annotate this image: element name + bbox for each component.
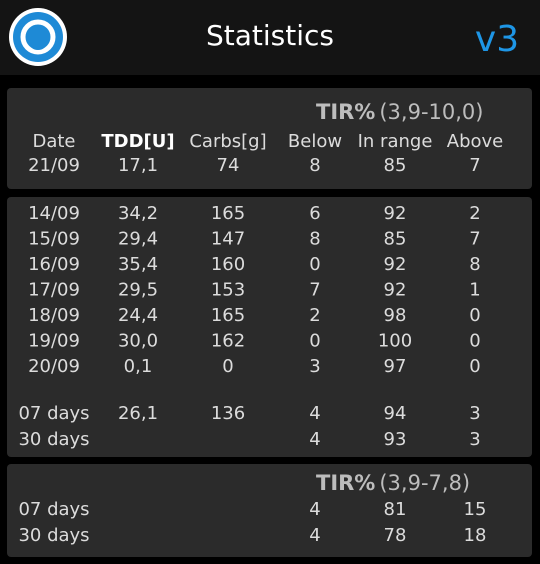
cell-above: 7: [469, 229, 480, 250]
today-panel: [7, 88, 532, 189]
cell-carbs: 160: [211, 254, 245, 275]
cell-in-range: 92: [384, 254, 407, 275]
cell-carbs: 0: [222, 356, 233, 377]
tir-range: (3,9-10,0): [379, 100, 483, 124]
cell-tdd: 17,1: [118, 155, 158, 176]
cell-date: 07 days: [18, 499, 89, 520]
cell-date: 14/09: [28, 203, 80, 224]
cell-above: 7: [469, 155, 480, 176]
cell-date: 16/09: [28, 254, 80, 275]
cell-date: 18/09: [28, 305, 80, 326]
cell-date: 17/09: [28, 280, 80, 301]
cell-in-range: 98: [384, 305, 407, 326]
cell-below: 7: [309, 280, 320, 301]
tir-range: (3,9-7,8): [379, 471, 470, 495]
cell-date: 20/09: [28, 356, 80, 377]
column-header: Below: [288, 131, 342, 152]
cell-above: 18: [464, 525, 487, 546]
cell-below: 2: [309, 305, 320, 326]
cell-carbs: 162: [211, 331, 245, 352]
column-header: Date: [32, 131, 75, 152]
cell-tdd: 29,5: [118, 280, 158, 301]
cell-below: 6: [309, 203, 320, 224]
cell-carbs: 165: [211, 305, 245, 326]
cell-below: 0: [309, 254, 320, 275]
cell-in-range: 85: [384, 155, 407, 176]
tight-panel: [7, 464, 532, 557]
cell-tdd: 26,1: [118, 403, 158, 424]
cell-above: 0: [469, 356, 480, 377]
cell-below: 4: [309, 525, 320, 546]
cell-above: 3: [469, 429, 480, 450]
app-logo[interactable]: [9, 8, 67, 66]
cell-date: 15/09: [28, 229, 80, 250]
cell-in-range: 81: [384, 499, 407, 520]
cell-date: 19/09: [28, 331, 80, 352]
cell-in-range: 93: [384, 429, 407, 450]
cell-in-range: 92: [384, 280, 407, 301]
cell-date: 21/09: [28, 155, 80, 176]
cell-above: 8: [469, 254, 480, 275]
cell-above: 2: [469, 203, 480, 224]
cell-tdd: 30,0: [118, 331, 158, 352]
cell-date: 30 days: [18, 429, 89, 450]
column-header: In range: [358, 131, 433, 152]
cell-above: 3: [469, 403, 480, 424]
cell-carbs: 153: [211, 280, 245, 301]
top-bar: [0, 0, 540, 75]
cell-below: 4: [309, 429, 320, 450]
days-panel: [7, 197, 532, 457]
cell-date: 07 days: [18, 403, 89, 424]
tir-title: TIR%: [316, 471, 375, 495]
version: v3: [475, 19, 519, 60]
cell-carbs: 165: [211, 203, 245, 224]
cell-in-range: 85: [384, 229, 407, 250]
column-header: Carbs[g]: [189, 131, 266, 152]
cell-below: 4: [309, 403, 320, 424]
tir-title: TIR%: [316, 100, 375, 124]
column-header: TDD[U]: [101, 131, 174, 152]
cell-above: 15: [464, 499, 487, 520]
cell-carbs: 147: [211, 229, 245, 250]
cell-tdd: 0,1: [124, 356, 153, 377]
cell-in-range: 97: [384, 356, 407, 377]
cell-in-range: 78: [384, 525, 407, 546]
cell-above: 0: [469, 331, 480, 352]
cell-above: 0: [469, 305, 480, 326]
cell-below: 3: [309, 356, 320, 377]
cell-in-range: 94: [384, 403, 407, 424]
cell-above: 1: [469, 280, 480, 301]
cell-in-range: 92: [384, 203, 407, 224]
cell-below: 0: [309, 331, 320, 352]
screen-title: Statistics: [206, 19, 334, 52]
cell-below: 8: [309, 229, 320, 250]
cell-tdd: 34,2: [118, 203, 158, 224]
cell-carbs: 136: [211, 403, 245, 424]
cell-below: 4: [309, 499, 320, 520]
cell-tdd: 29,4: [118, 229, 158, 250]
cell-below: 8: [309, 155, 320, 176]
cell-tdd: 35,4: [118, 254, 158, 275]
column-header: Above: [447, 131, 503, 152]
cell-carbs: 74: [217, 155, 240, 176]
cell-date: 30 days: [18, 525, 89, 546]
cell-in-range: 100: [378, 331, 412, 352]
cell-tdd: 24,4: [118, 305, 158, 326]
